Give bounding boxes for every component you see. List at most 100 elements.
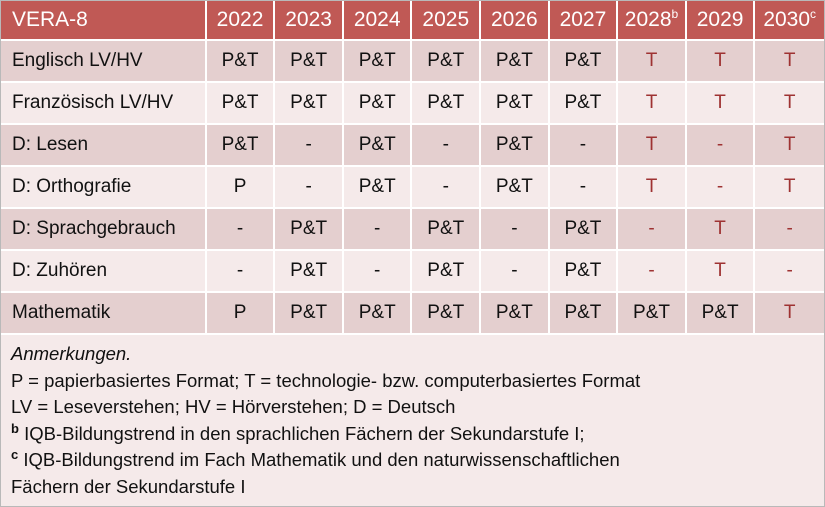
cell-d-zuhoeren-2025: P&T xyxy=(412,251,482,293)
cell-d-orthografie-2023: - xyxy=(275,167,344,209)
cell-d-sprachgebrauch-2025: P&T xyxy=(412,209,482,251)
footnote-marker-b: b xyxy=(11,420,19,436)
column-header-year-2029: 2029 xyxy=(686,1,756,41)
cell-d-sprachgebrauch-2029: T xyxy=(686,209,756,251)
year-text: 2028 xyxy=(624,8,672,31)
table-corner-title: VERA-8 xyxy=(1,1,207,41)
cell-englisch-2024: P&T xyxy=(343,41,413,83)
table-row: D: Sprachgebrauch - P&T - P&T - P&T - T … xyxy=(1,209,824,251)
row-label-franzoesisch: Französisch LV/HV xyxy=(1,83,207,125)
cell-mathematik-2024: P&T xyxy=(343,293,413,335)
row-label-d-zuhoeren: D: Zuhören xyxy=(1,251,207,293)
table-row: D: Orthografie P - P&T - P&T - T - T xyxy=(1,167,824,209)
cell-d-lesen-2023: - xyxy=(275,125,344,167)
row-label-mathematik: Mathematik xyxy=(1,293,207,335)
note-text: P = papierbasiertes Format; T = technolo… xyxy=(11,369,641,391)
column-header-year-2028: 2028b xyxy=(618,1,687,41)
cell-d-zuhoeren-2030: - xyxy=(755,251,824,293)
cell-franzoesisch-2028: T xyxy=(618,83,687,125)
note-text: IQB-Bildungstrend im Fach Mathematik und… xyxy=(23,449,620,470)
cell-englisch-2030: T xyxy=(755,41,824,83)
cell-d-orthografie-2027: - xyxy=(549,167,619,209)
cell-d-sprachgebrauch-2022: - xyxy=(206,209,276,251)
cell-franzoesisch-2022: P&T xyxy=(206,83,276,125)
table-row: Französisch LV/HV P&T P&T P&T P&T P&T P&… xyxy=(1,83,824,125)
cell-d-zuhoeren-2027: P&T xyxy=(549,251,619,293)
cell-mathematik-2030: T xyxy=(755,293,824,335)
table-row: Englisch LV/HV P&T P&T P&T P&T P&T P&T T… xyxy=(1,41,824,83)
row-label-d-orthografie: D: Orthografie xyxy=(1,167,207,209)
cell-englisch-2025: P&T xyxy=(412,41,482,83)
column-header-year-2026: 2026 xyxy=(481,1,550,41)
table-row: D: Zuhören - P&T - P&T - P&T - T - xyxy=(1,251,824,293)
cell-d-lesen-2028: T xyxy=(618,125,687,167)
cell-d-sprachgebrauch-2024: - xyxy=(343,209,413,251)
year-text: 2027 xyxy=(559,8,607,31)
cell-d-sprachgebrauch-2027: P&T xyxy=(549,209,619,251)
cell-mathematik-2023: P&T xyxy=(275,293,344,335)
note-text: Anmerkungen. xyxy=(11,343,132,364)
column-header-year-2022: 2022 xyxy=(206,1,276,41)
cell-englisch-2023: P&T xyxy=(275,41,344,83)
cell-d-zuhoeren-2028: - xyxy=(618,251,687,293)
cell-d-zuhoeren-2024: - xyxy=(343,251,413,293)
year-text: 2030 xyxy=(763,8,811,31)
cell-d-zuhoeren-2022: - xyxy=(206,251,276,293)
cell-franzoesisch-2025: P&T xyxy=(412,83,482,125)
cell-englisch-2028: T xyxy=(618,41,687,83)
cell-d-orthografie-2026: P&T xyxy=(481,167,550,209)
cell-mathematik-2027: P&T xyxy=(549,293,619,335)
cell-d-sprachgebrauch-2028: - xyxy=(618,209,687,251)
cell-d-orthografie-2025: - xyxy=(412,167,482,209)
note-line-footnote-c: c IQB-Bildungstrend im Fach Mathematik u… xyxy=(11,447,814,474)
vera8-schedule-table: VERA-8 2022 2023 2024 2025 2026 2027 202… xyxy=(1,1,824,335)
cell-d-orthografie-2030: T xyxy=(755,167,824,209)
cell-d-sprachgebrauch-2030: - xyxy=(755,209,824,251)
cell-franzoesisch-2030: T xyxy=(755,83,824,125)
note-text: IQB-Bildungstrend in den sprachlichen Fä… xyxy=(24,422,585,444)
cell-d-sprachgebrauch-2026: - xyxy=(481,209,550,251)
note-text: LV = Leseverstehen; HV = Hörverstehen; D… xyxy=(11,396,456,417)
cell-mathematik-2025: P&T xyxy=(412,293,482,335)
column-header-year-2023: 2023 xyxy=(275,1,344,41)
year-text: 2023 xyxy=(285,8,332,31)
cell-d-zuhoeren-2026: - xyxy=(481,251,550,293)
footnote-marker-c: c xyxy=(11,446,19,462)
cell-englisch-2027: P&T xyxy=(549,41,619,83)
cell-englisch-2026: P&T xyxy=(481,41,550,83)
row-label-d-lesen: D: Lesen xyxy=(1,125,207,167)
table-header: VERA-8 2022 2023 2024 2025 2026 2027 202… xyxy=(1,1,824,41)
cell-d-lesen-2026: P&T xyxy=(481,125,550,167)
year-text: 2025 xyxy=(422,8,470,31)
header-row: VERA-8 2022 2023 2024 2025 2026 2027 202… xyxy=(1,1,824,41)
table-notes: Anmerkungen. P = papierbasiertes Format;… xyxy=(1,335,824,500)
cell-d-zuhoeren-2029: T xyxy=(686,251,756,293)
table-body: Englisch LV/HV P&T P&T P&T P&T P&T P&T T… xyxy=(1,41,824,335)
table-row: D: Lesen P&T - P&T - P&T - T - T xyxy=(1,125,824,167)
cell-franzoesisch-2024: P&T xyxy=(343,83,413,125)
cell-d-lesen-2022: P&T xyxy=(206,125,276,167)
year-text: 2026 xyxy=(490,8,538,31)
cell-d-orthografie-2028: T xyxy=(618,167,687,209)
cell-franzoesisch-2027: P&T xyxy=(549,83,619,125)
cell-d-sprachgebrauch-2023: P&T xyxy=(275,209,344,251)
cell-englisch-2029: T xyxy=(686,41,756,83)
note-line-footnote-c-cont: Fächern der Sekundarstufe I xyxy=(11,474,814,501)
cell-d-lesen-2025: - xyxy=(412,125,482,167)
row-label-d-sprachgebrauch: D: Sprachgebrauch xyxy=(1,209,207,251)
year-text: 2022 xyxy=(216,8,264,31)
year-text: 2029 xyxy=(696,8,744,31)
cell-franzoesisch-2026: P&T xyxy=(481,83,550,125)
cell-mathematik-2022: P xyxy=(206,293,276,335)
cell-d-orthografie-2029: - xyxy=(686,167,756,209)
cell-englisch-2022: P&T xyxy=(206,41,276,83)
column-header-year-2027: 2027 xyxy=(549,1,619,41)
note-line-formats: P = papierbasiertes Format; T = technolo… xyxy=(11,368,814,395)
table-row: Mathematik P P&T P&T P&T P&T P&T P&T P&T… xyxy=(1,293,824,335)
cell-franzoesisch-2023: P&T xyxy=(275,83,344,125)
note-line-abbreviations: LV = Leseverstehen; HV = Hörverstehen; D… xyxy=(11,394,814,421)
column-header-year-2024: 2024 xyxy=(343,1,413,41)
year-text: 2024 xyxy=(353,8,401,31)
cell-d-lesen-2029: - xyxy=(686,125,756,167)
